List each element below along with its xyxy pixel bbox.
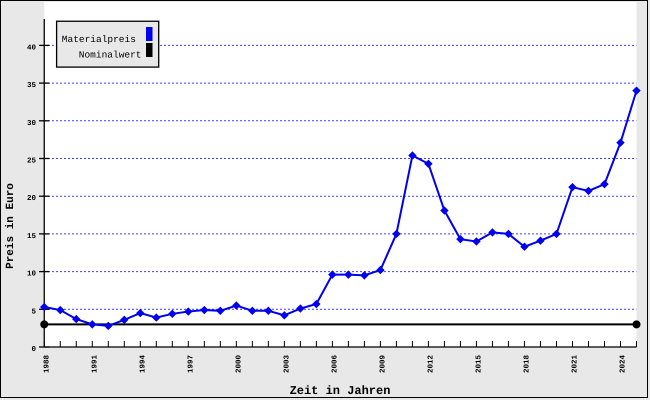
- svg-text:2021: 2021: [570, 355, 579, 374]
- svg-text:35: 35: [27, 81, 37, 90]
- svg-text:Zeit in Jahren: Zeit in Jahren: [290, 384, 391, 398]
- svg-text:1988: 1988: [42, 355, 51, 374]
- svg-text:1994: 1994: [138, 355, 147, 374]
- svg-text:2024: 2024: [618, 355, 627, 374]
- svg-text:1991: 1991: [90, 355, 99, 374]
- svg-text:10: 10: [27, 270, 37, 279]
- svg-text:0: 0: [31, 345, 36, 354]
- svg-text:2018: 2018: [522, 355, 531, 374]
- svg-text:2000: 2000: [234, 355, 243, 374]
- svg-text:30: 30: [27, 119, 37, 128]
- svg-text:2012: 2012: [426, 355, 435, 374]
- svg-text:2003: 2003: [282, 355, 291, 374]
- svg-text:Preis in Euro: Preis in Euro: [5, 183, 17, 269]
- svg-text:5: 5: [31, 308, 36, 316]
- svg-text:2006: 2006: [330, 355, 339, 374]
- svg-text:Materialpreis: Materialpreis: [62, 34, 136, 45]
- svg-text:2015: 2015: [474, 355, 483, 374]
- svg-text:25: 25: [27, 157, 37, 166]
- svg-text:1997: 1997: [186, 355, 195, 373]
- svg-text:2009: 2009: [378, 355, 387, 374]
- svg-text:15: 15: [27, 233, 37, 241]
- svg-text:Nominalwert: Nominalwert: [79, 49, 142, 60]
- svg-text:40: 40: [27, 43, 37, 52]
- svg-text:20: 20: [27, 194, 37, 203]
